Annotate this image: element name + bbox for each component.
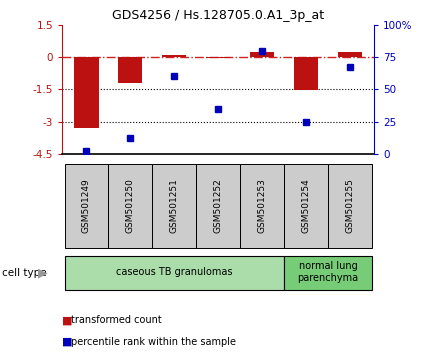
Bar <box>250 52 274 57</box>
Text: caseous TB granulomas: caseous TB granulomas <box>116 267 233 277</box>
FancyBboxPatch shape <box>196 164 240 248</box>
Bar <box>162 55 186 57</box>
Text: percentile rank within the sample: percentile rank within the sample <box>71 337 236 347</box>
Text: GSM501250: GSM501250 <box>126 178 135 234</box>
Text: ■: ■ <box>62 337 73 347</box>
Bar <box>338 52 362 57</box>
Text: GSM501253: GSM501253 <box>258 178 267 234</box>
Text: GSM501255: GSM501255 <box>345 178 354 234</box>
Bar <box>118 57 142 83</box>
Text: ▶: ▶ <box>38 266 48 279</box>
FancyBboxPatch shape <box>284 256 372 290</box>
FancyBboxPatch shape <box>64 256 284 290</box>
FancyBboxPatch shape <box>108 164 152 248</box>
Text: ■: ■ <box>62 315 73 325</box>
FancyBboxPatch shape <box>328 164 372 248</box>
FancyBboxPatch shape <box>240 164 284 248</box>
Text: cell type: cell type <box>2 268 47 278</box>
FancyBboxPatch shape <box>284 164 328 248</box>
Text: GSM501252: GSM501252 <box>214 179 223 233</box>
Bar <box>294 57 318 91</box>
Text: GSM501254: GSM501254 <box>301 179 310 233</box>
FancyBboxPatch shape <box>152 164 196 248</box>
FancyBboxPatch shape <box>64 164 108 248</box>
Bar <box>74 57 98 128</box>
Text: GSM501249: GSM501249 <box>82 179 91 233</box>
Text: transformed count: transformed count <box>71 315 162 325</box>
Text: normal lung
parenchyma: normal lung parenchyma <box>298 261 359 282</box>
Bar <box>206 57 230 58</box>
Title: GDS4256 / Hs.128705.0.A1_3p_at: GDS4256 / Hs.128705.0.A1_3p_at <box>112 9 324 22</box>
Text: GSM501251: GSM501251 <box>170 178 179 234</box>
